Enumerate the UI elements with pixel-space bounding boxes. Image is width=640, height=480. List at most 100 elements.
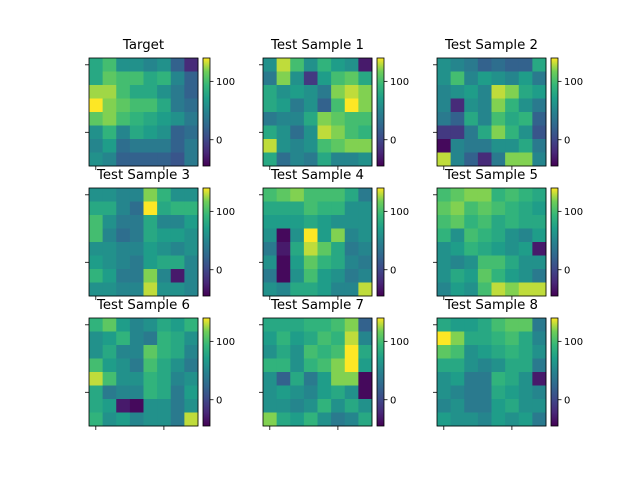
panel-frame [436,317,547,427]
heatmap-cell [89,269,104,283]
heatmap-cell [358,139,373,153]
heatmap-cell [102,255,117,270]
heatmap-cell [290,112,305,126]
heatmap-cell [303,71,318,86]
heatmap-cell [358,125,373,140]
heatmap-cell [143,85,158,99]
heatmap-cell [532,201,547,216]
heatmap-cell [532,385,547,400]
heatmap-cell [263,255,278,270]
heatmap-cell [450,345,465,359]
heatmap-cell [491,85,506,99]
heatmap-cell [358,282,373,297]
heatmap-cell [464,399,479,413]
heatmap-cell [290,71,305,86]
heatmap-cell [518,139,533,153]
heatmap-cell [317,98,332,113]
heatmap-cell [437,358,452,373]
heatmap-cell [358,201,373,216]
heatmap-cell [89,412,104,427]
heatmap-cell [129,269,144,283]
heatmap-cell [170,228,185,243]
heatmap-cell [143,112,158,126]
heatmap-cell [263,242,278,256]
heatmap-cell [317,71,332,86]
heatmap-cell [263,98,278,113]
heatmap-cell [263,139,278,153]
heatmap-cell [344,358,359,373]
heatmap-cell [437,58,452,72]
heatmap-cell [170,282,185,297]
heatmap-cell [437,215,452,229]
colorbar-tick-label: 100 [390,207,409,218]
heatmap-cell [143,412,158,427]
heatmap-cell [491,385,506,400]
heatmap-cell [491,358,506,373]
heatmap-cell [477,98,492,113]
heatmap-cell [450,255,465,270]
heatmap-cell [290,358,305,373]
heatmap-cell [464,269,479,283]
heatmap-cell [143,58,158,72]
heatmap-cell [143,345,158,359]
heatmap-cell [358,412,373,427]
heatmap-cell [170,412,185,427]
heatmap-cell [344,125,359,140]
heatmap-cell [89,215,104,229]
heatmap-cell [437,125,452,140]
heatmap-cell [276,98,291,113]
heatmap-cell [518,201,533,216]
heatmap-panel: Test Sample 6 0 100 [85,298,235,430]
heatmap-cell [317,282,332,297]
heatmap-cell [331,385,346,400]
heatmap-cell [276,112,291,126]
heatmap-cell [184,358,199,373]
heatmap-cell [331,188,346,202]
heatmap-cell [450,112,465,126]
heatmap-cell [464,85,479,99]
heatmap-cell [290,318,305,332]
heatmap-cell [170,139,185,153]
heatmap-cell [184,58,199,72]
colorbar-tick-label: 100 [564,337,583,348]
heatmap-cell [184,282,199,297]
heatmap-cell [358,372,373,386]
heatmap-cell [116,242,131,256]
heatmap-cell [129,345,144,359]
heatmap-cell [276,215,291,229]
heatmap-cell [102,331,117,346]
heatmap-cell [358,318,373,332]
heatmap-cell [518,372,533,386]
heatmap-cell [263,58,278,72]
heatmap-cell [89,71,104,86]
panel-title: Test Sample 7 [270,298,364,313]
heatmap-cell [358,58,373,72]
heatmap-cell [505,228,520,243]
heatmap-cell [89,152,104,167]
heatmap-cell [170,112,185,126]
heatmap-cell [437,345,452,359]
heatmap-cell [116,318,131,332]
heatmap-cell [331,139,346,153]
heatmap-cell [102,282,117,297]
heatmap-cell [89,242,104,256]
heatmap-cell [317,399,332,413]
heatmap-cell [263,71,278,86]
heatmap-cell [505,139,520,153]
heatmap-cell [102,112,117,126]
heatmap-cell [102,152,117,167]
heatmap-cell [505,269,520,283]
heatmap-cell [491,282,506,297]
heatmap-cell [157,112,172,126]
heatmap-cell [303,358,318,373]
panel-title: Test Sample 6 [96,298,190,313]
heatmap-cell [303,125,318,140]
heatmap-cell [263,269,278,283]
heatmap-cell [358,98,373,113]
heatmap-cell [491,58,506,72]
heatmap-cell [518,412,533,427]
heatmap-cell [317,139,332,153]
heatmap-cell [263,125,278,140]
heatmap-cell [477,71,492,86]
heatmap-cell [157,71,172,86]
